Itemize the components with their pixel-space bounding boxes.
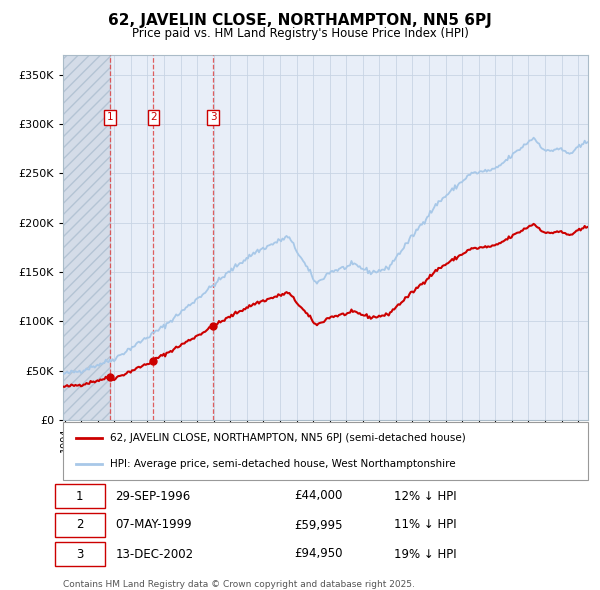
Text: Contains HM Land Registry data © Crown copyright and database right 2025.
This d: Contains HM Land Registry data © Crown c… <box>63 581 415 590</box>
Text: Price paid vs. HM Land Registry's House Price Index (HPI): Price paid vs. HM Land Registry's House … <box>131 27 469 40</box>
Text: 3: 3 <box>76 548 83 560</box>
FancyBboxPatch shape <box>63 422 588 480</box>
Text: 62, JAVELIN CLOSE, NORTHAMPTON, NN5 6PJ (semi-detached house): 62, JAVELIN CLOSE, NORTHAMPTON, NN5 6PJ … <box>110 432 466 442</box>
Text: 12% ↓ HPI: 12% ↓ HPI <box>394 490 457 503</box>
FancyBboxPatch shape <box>55 484 105 509</box>
Text: £59,995: £59,995 <box>294 519 343 532</box>
Text: £44,000: £44,000 <box>294 490 343 503</box>
Text: 1: 1 <box>107 112 113 122</box>
FancyBboxPatch shape <box>55 513 105 537</box>
Text: 2: 2 <box>76 519 83 532</box>
Text: 19% ↓ HPI: 19% ↓ HPI <box>394 548 457 560</box>
Text: 2: 2 <box>150 112 157 122</box>
Text: HPI: Average price, semi-detached house, West Northamptonshire: HPI: Average price, semi-detached house,… <box>110 460 456 469</box>
Text: 1: 1 <box>76 490 83 503</box>
Text: 11% ↓ HPI: 11% ↓ HPI <box>394 519 457 532</box>
Text: 3: 3 <box>210 112 217 122</box>
Text: 13-DEC-2002: 13-DEC-2002 <box>115 548 194 560</box>
Text: 29-SEP-1996: 29-SEP-1996 <box>115 490 191 503</box>
Text: 62, JAVELIN CLOSE, NORTHAMPTON, NN5 6PJ: 62, JAVELIN CLOSE, NORTHAMPTON, NN5 6PJ <box>108 13 492 28</box>
Text: 07-MAY-1999: 07-MAY-1999 <box>115 519 192 532</box>
FancyBboxPatch shape <box>55 542 105 566</box>
Text: £94,950: £94,950 <box>294 548 343 560</box>
